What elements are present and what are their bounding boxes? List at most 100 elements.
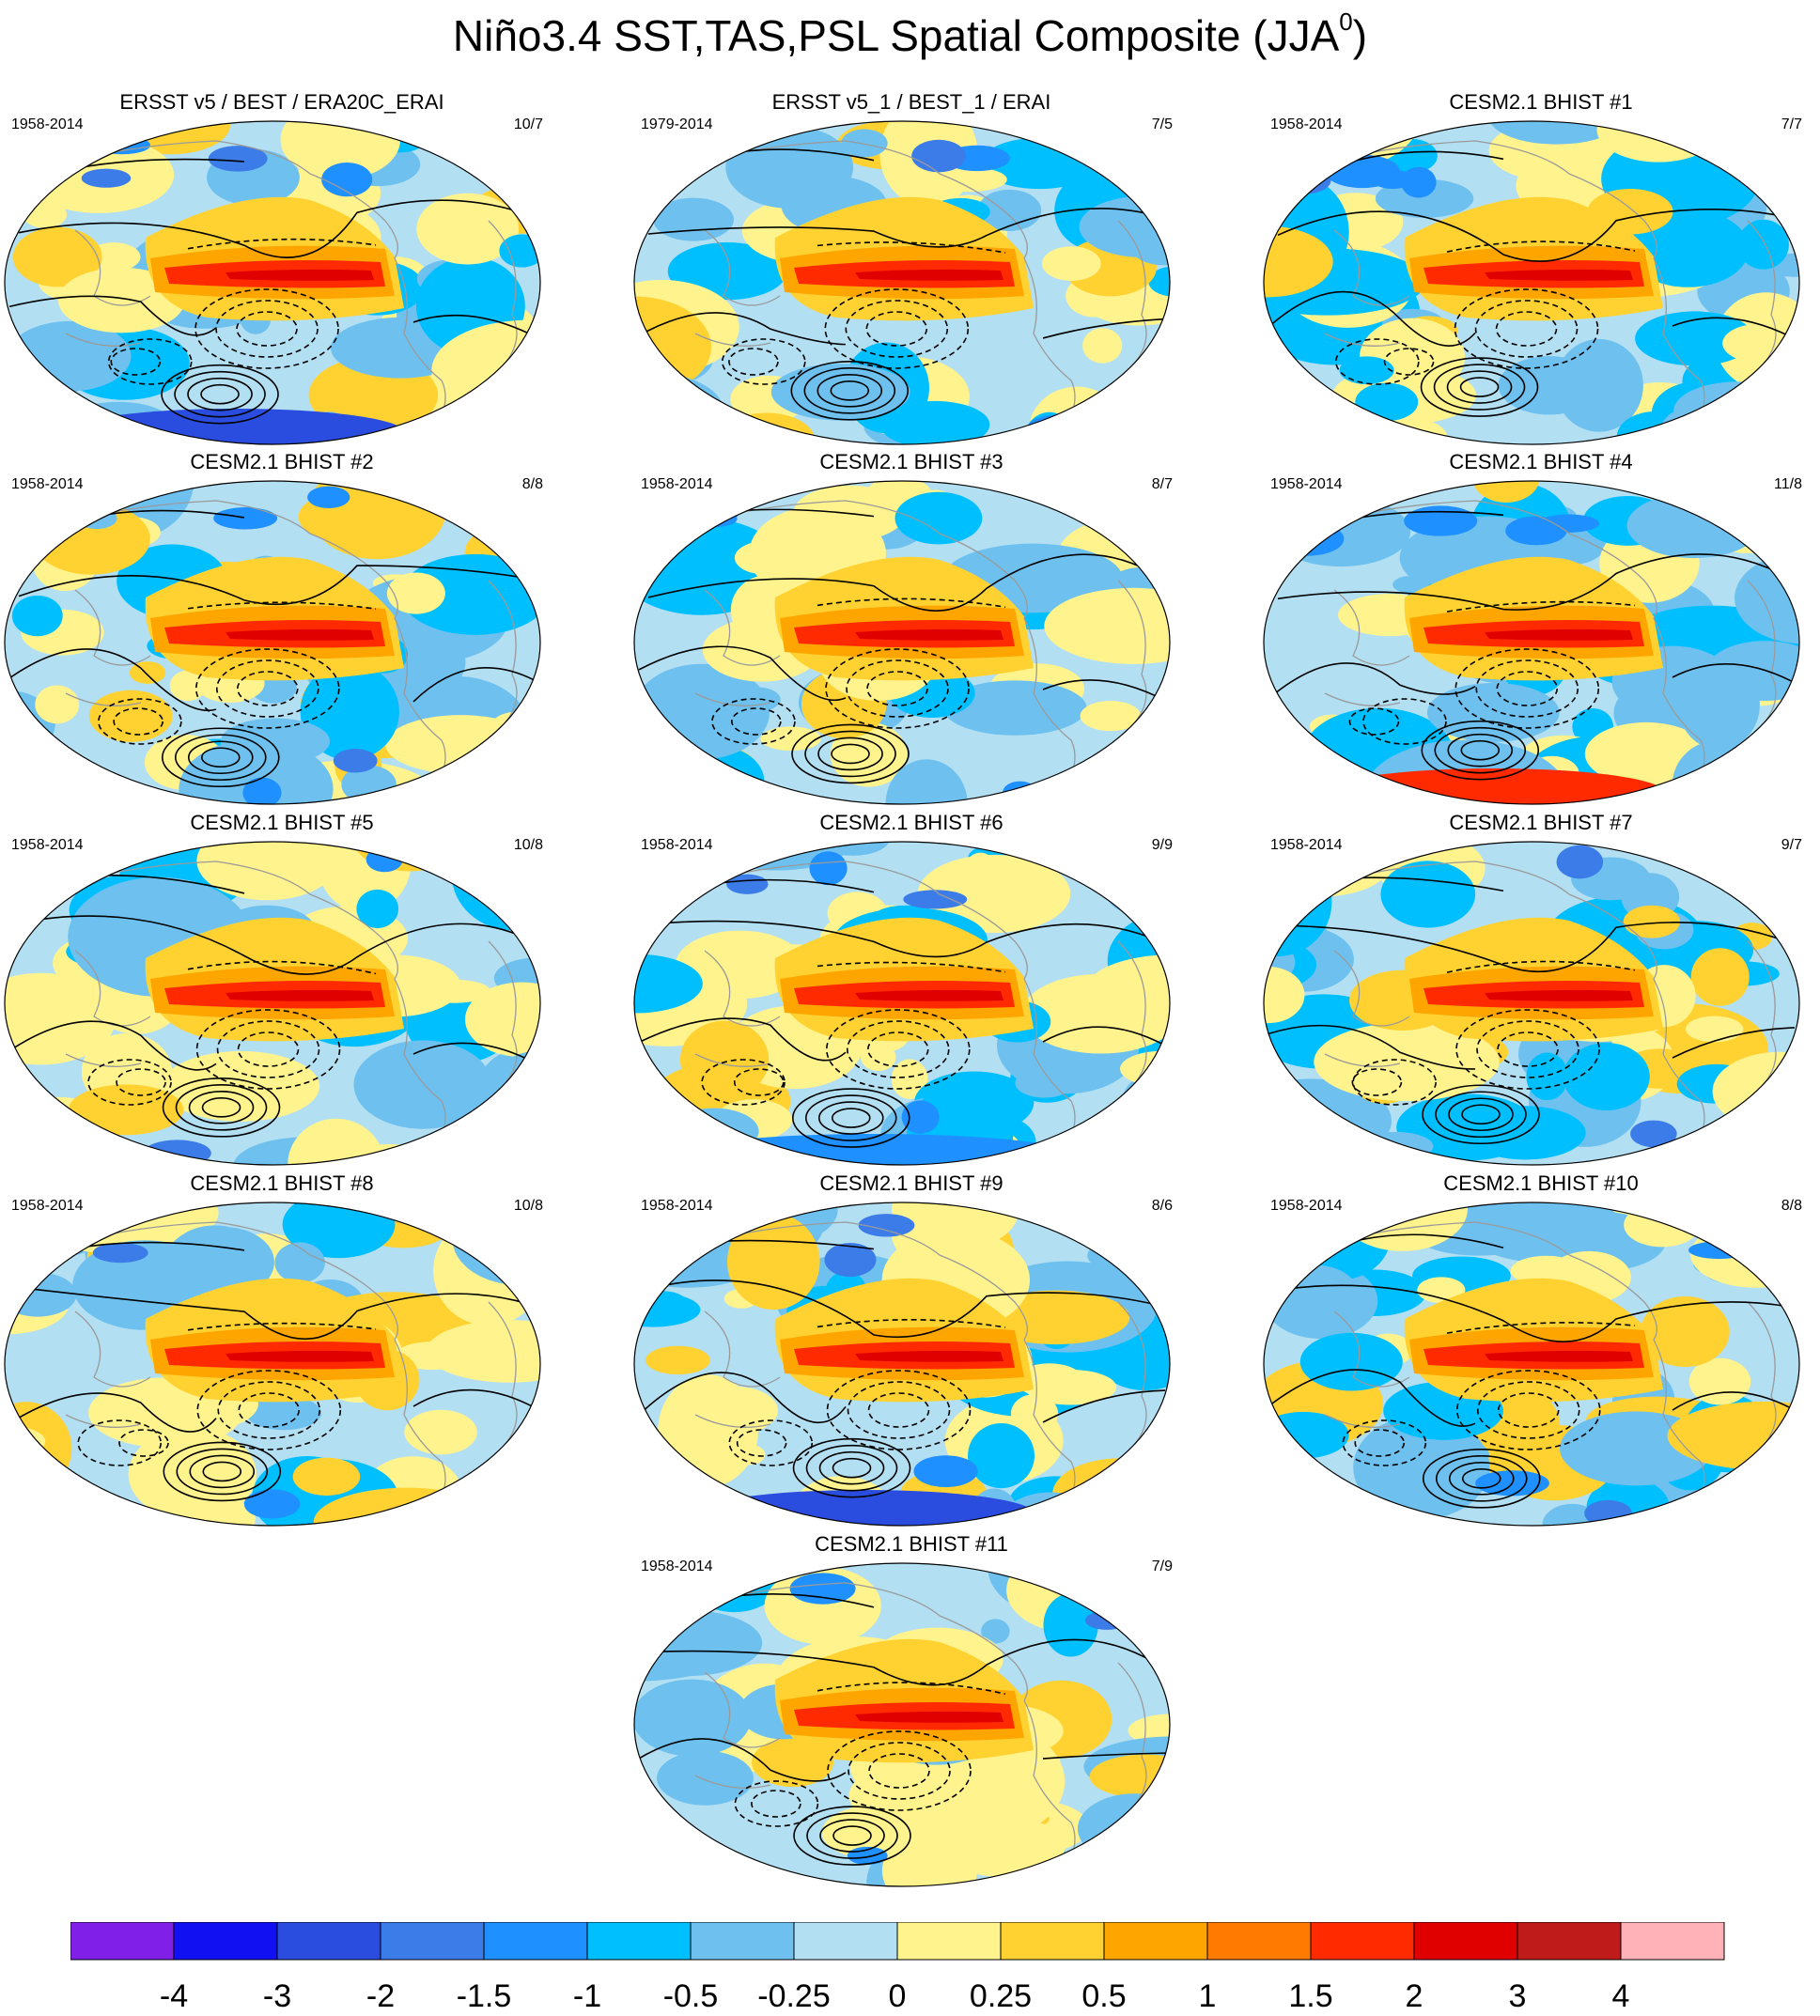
anomaly-blob bbox=[88, 690, 173, 742]
coast-north-america bbox=[939, 893, 1028, 980]
contour-solid bbox=[412, 1388, 537, 1409]
coast-north-america bbox=[1568, 173, 1657, 259]
contour-solid bbox=[1434, 726, 1527, 774]
contour-dashed bbox=[817, 1682, 1006, 1696]
contour-solid bbox=[202, 1461, 242, 1482]
contour-solid bbox=[1433, 364, 1526, 411]
contour-solid bbox=[174, 370, 266, 418]
map-border bbox=[1263, 1202, 1800, 1527]
figure-title: Niño3.4 SST,TAS,PSL Spatial Composite (J… bbox=[0, 8, 1820, 64]
contour-dashed bbox=[236, 671, 299, 706]
anomaly-blob bbox=[460, 1101, 540, 1165]
anomaly-blob bbox=[1108, 1202, 1170, 1245]
anomaly-blob bbox=[400, 553, 540, 635]
anomaly-blob bbox=[1120, 1085, 1170, 1133]
coast-africa bbox=[1117, 220, 1147, 372]
contour-dashed bbox=[825, 648, 970, 729]
colorbar-tick-label: 1.5 bbox=[1288, 1978, 1332, 2011]
contour-dashed bbox=[215, 300, 319, 358]
coast-north-america bbox=[939, 1254, 1028, 1341]
map-svg bbox=[633, 120, 1171, 445]
anomaly-blob bbox=[245, 1396, 322, 1431]
coast-south-america bbox=[1653, 257, 1705, 428]
colorbar-tick-label: 1 bbox=[1199, 1978, 1217, 2011]
cold-core bbox=[1029, 414, 1097, 434]
contour-solid bbox=[1042, 1389, 1166, 1423]
anomaly-blob bbox=[734, 541, 795, 575]
cold-core bbox=[1081, 419, 1128, 444]
cold-core bbox=[1556, 845, 1604, 879]
panel-title: ERSST v5_1 / BEST_1 / ERAI bbox=[771, 90, 1051, 114]
cold-core bbox=[366, 846, 403, 873]
anomaly-blob bbox=[1264, 1411, 1349, 1459]
anomaly-blob bbox=[5, 492, 50, 549]
colorbar-box bbox=[1206, 1921, 1312, 1961]
panel-period: 1958-2014 bbox=[1270, 476, 1343, 492]
colorbar-tick-label: -1.5 bbox=[457, 1978, 512, 2011]
anomaly-blob bbox=[1264, 410, 1350, 444]
colorbar-box bbox=[1620, 1921, 1725, 1961]
colorbar-tick-label: -0.25 bbox=[757, 1978, 831, 2011]
contour-solid bbox=[817, 374, 883, 408]
colorbar: -4 -3 -2 -1.5 -1 -0.5 -0.25 0 0.25 0.5 1 1.5 2 3 4 bbox=[70, 1921, 1752, 2016]
cold-core bbox=[1271, 521, 1345, 556]
cold-core bbox=[1371, 169, 1415, 189]
contour-solid bbox=[18, 915, 537, 975]
contour-solid bbox=[1461, 1104, 1501, 1125]
anomaly-blob bbox=[138, 794, 182, 804]
anomaly-blob bbox=[1068, 1859, 1142, 1886]
cold-core bbox=[901, 1100, 940, 1134]
contour-solid bbox=[805, 1444, 898, 1492]
contour-solid bbox=[793, 1806, 911, 1866]
contour-solid bbox=[174, 734, 267, 782]
anomaly-blob bbox=[1339, 356, 1394, 385]
anomaly-blob bbox=[1753, 1496, 1799, 1526]
map-border bbox=[633, 480, 1171, 805]
anomaly-blob bbox=[1089, 1754, 1170, 1799]
anomaly-blob bbox=[1093, 144, 1137, 175]
contour-solid bbox=[817, 737, 883, 771]
anomaly-blob bbox=[1688, 1357, 1751, 1405]
map-svg bbox=[1263, 120, 1800, 445]
contour-solid bbox=[806, 1812, 898, 1859]
contour-solid bbox=[804, 1094, 897, 1141]
panel-title: CESM2.1 BHIST #5 bbox=[190, 811, 374, 834]
anomaly-blob bbox=[5, 1202, 114, 1245]
cold-core bbox=[437, 1145, 508, 1165]
anomaly-blob bbox=[1722, 323, 1796, 363]
anomaly-blob bbox=[1010, 1394, 1059, 1434]
contour-solid bbox=[830, 380, 870, 401]
coast-south-america bbox=[1653, 617, 1705, 788]
contour-solid bbox=[819, 1819, 885, 1853]
contour-solid bbox=[1672, 1391, 1796, 1411]
anomaly-blob bbox=[1392, 575, 1429, 594]
coast-maritime bbox=[704, 1671, 781, 1748]
contour-solid bbox=[804, 730, 896, 778]
cold-core bbox=[1265, 1217, 1338, 1243]
cold-core bbox=[307, 486, 350, 509]
anomaly-blob bbox=[69, 1500, 148, 1526]
colorbar-box bbox=[690, 1921, 795, 1961]
anomaly-blob bbox=[1375, 178, 1474, 218]
psl-contours bbox=[638, 1239, 1166, 1498]
warm-tongue-peak bbox=[855, 628, 1003, 641]
contour-solid bbox=[1446, 370, 1513, 404]
contour-solid bbox=[8, 648, 217, 711]
anomaly-blob bbox=[1510, 1255, 1582, 1286]
map-svg bbox=[4, 480, 541, 805]
map-svg bbox=[633, 841, 1171, 1166]
anomaly-blob bbox=[1353, 1415, 1490, 1520]
coast-south-america bbox=[394, 1339, 446, 1510]
anomaly-blob bbox=[634, 1679, 752, 1757]
contour-solid bbox=[1672, 317, 1796, 340]
coast-south-america bbox=[394, 617, 446, 788]
coast-north-america bbox=[309, 533, 398, 619]
anomaly-blob bbox=[885, 759, 968, 804]
contour-solid bbox=[1268, 662, 1476, 700]
anomaly-blob bbox=[469, 417, 525, 439]
panel-title: ERSST v5 / BEST / ERA20C_ERAI bbox=[119, 90, 444, 114]
cold-core bbox=[242, 777, 282, 804]
anomaly-blob bbox=[498, 749, 540, 797]
contour-solid bbox=[1447, 733, 1514, 768]
anomaly-blob bbox=[1264, 856, 1283, 879]
